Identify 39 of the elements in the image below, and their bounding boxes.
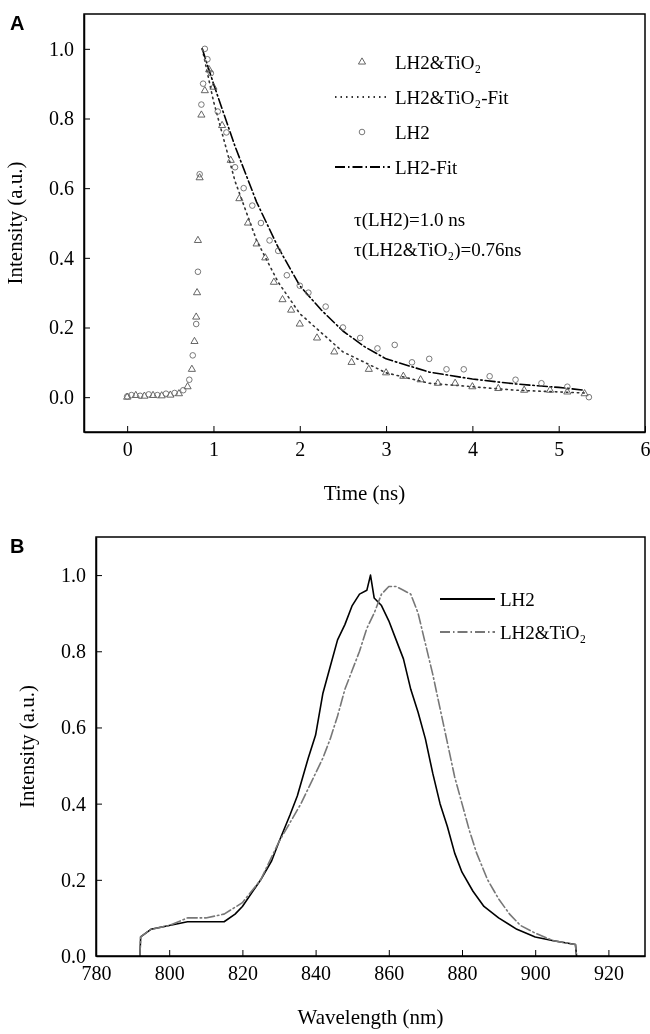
x-tick-label: 900 [520,962,551,985]
x-tick-label: 4 [467,438,478,461]
x-axis-title: Wavelength (nm) [297,1005,444,1029]
legend-label: LH2-Fit [395,157,458,178]
y-tick-label: 1.0 [61,563,86,586]
y-tick-label: 0.4 [61,792,86,815]
y-tick-label: 0.8 [49,107,74,130]
annotation: τ(LH2&TiO₂)=0.76ns [354,239,522,261]
y-tick-label: 0.2 [49,316,74,339]
x-tick-label: 1 [208,438,219,461]
x-tick-label: 2 [295,438,306,461]
x-axis-title: Time (ns) [323,481,406,505]
x-tick-label: 6 [640,438,650,461]
x-tick-label: 860 [374,962,405,985]
y-axis-title: Intensity (a.u.) [15,684,39,809]
x-tick-label: 820 [227,962,258,985]
x-tick-label: 5 [554,438,565,461]
text: B [10,535,25,557]
x-tick-label: 0 [122,438,133,461]
y-axis-title: Intensity (a.u.) [3,161,27,285]
legend-label: LH2 [500,589,535,610]
annotation: τ(LH2)=1.0 ns [354,209,466,231]
legend-label: LH2&TiO₂-Fit [395,87,510,108]
y-tick-label: 0.4 [49,246,74,269]
legend-label: LH2 [395,122,430,143]
y-tick-label: 0.6 [61,716,86,739]
text: A [10,12,25,34]
legend-label: LH2&TiO₂ [500,622,587,643]
x-tick-label: 3 [381,438,392,461]
y-tick-label: 0.6 [49,177,74,200]
y-tick-label: 0.0 [49,386,74,409]
y-tick-label: 0.2 [61,868,86,891]
x-tick-label: 840 [301,962,332,985]
x-tick-label: 920 [593,962,624,985]
legend-label: LH2&TiO₂ [395,52,482,73]
x-tick-label: 880 [447,962,478,985]
y-tick-label: 0.8 [61,640,86,663]
x-tick-label: 800 [154,962,185,985]
y-tick-label: 1.0 [49,37,74,60]
